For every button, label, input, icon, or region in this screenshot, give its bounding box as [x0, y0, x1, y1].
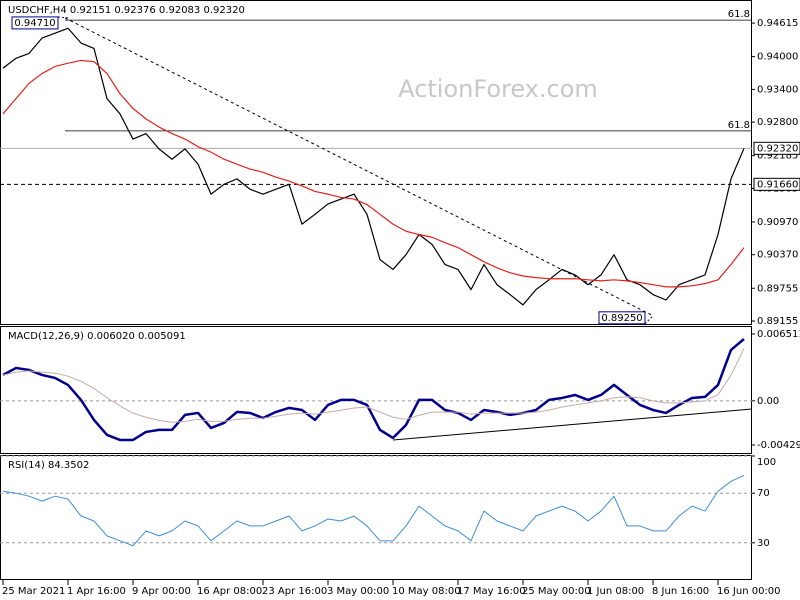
x-tick-label: 1 Jun 08:00 — [587, 586, 644, 597]
y-tick-label: 0.90970 — [757, 217, 798, 228]
extreme-pointer — [644, 315, 654, 325]
price-panel — [0, 0, 752, 325]
watermark: ActionForex.com — [398, 75, 598, 103]
extreme-box — [11, 16, 59, 30]
y-tick-label: 0.89755 — [757, 283, 798, 294]
macd-panel — [0, 326, 752, 454]
x-tick-label: 17 May 16:00 — [457, 586, 526, 597]
extreme-label: 0.94710 — [14, 18, 55, 29]
y-tick-label: 70 — [757, 488, 770, 499]
series-line — [2, 59, 745, 288]
trendline — [64, 17, 654, 317]
extreme-box — [598, 311, 646, 325]
x-tick-label: 1 Apr 16:00 — [67, 586, 126, 597]
x-tick-label: 3 May 00:00 — [327, 586, 389, 597]
rsi-panel — [0, 455, 752, 580]
extreme-label: 0.89250 — [601, 313, 642, 324]
x-tick-label: 16 Jun 00:00 — [717, 586, 781, 597]
panel-title: USDCHF,H4 0.92151 0.92376 0.92083 0.9232… — [8, 5, 245, 16]
series-line — [2, 474, 745, 547]
price-box-label: 0.91660 — [757, 179, 798, 190]
y-tick-label: 0.92185 — [757, 151, 798, 162]
y-tick-label: 100 — [757, 457, 776, 468]
price-box-label: 0.92320 — [757, 143, 798, 154]
y-tick-label: 30 — [757, 538, 770, 549]
fib-label: 61.8 — [728, 120, 750, 131]
x-tick-label: 10 May 08:00 — [392, 586, 461, 597]
series-line — [2, 338, 745, 442]
price-box — [753, 177, 800, 191]
panel-title: RSI(14) 84.3502 — [8, 460, 89, 471]
y-tick-label: 0.89155 — [757, 316, 798, 327]
y-tick-label: 0.94000 — [757, 52, 798, 63]
macd-trendline — [392, 408, 753, 441]
x-tick-label: 23 Apr 16:00 — [262, 586, 327, 597]
x-tick-label: 8 Jun 16:00 — [652, 586, 709, 597]
y-tick-label: 0.00 — [757, 396, 779, 407]
x-tick-label: 25 Mar 2021 — [2, 586, 65, 597]
x-tick-label: 9 Apr 00:00 — [132, 586, 191, 597]
price-box — [753, 141, 800, 155]
x-tick-label: 25 May 00:00 — [522, 586, 591, 597]
extreme-pointer — [57, 16, 69, 19]
y-tick-label: 0.006511 — [757, 329, 800, 340]
y-tick-label: 0.92800 — [757, 117, 798, 128]
panel-title: MACD(12,26,9) 0.006020 0.005091 — [8, 331, 186, 342]
x-tick-label: 16 Apr 08:00 — [197, 586, 262, 597]
series-line — [2, 348, 745, 423]
y-tick-label: 0.94615 — [757, 18, 798, 29]
y-tick-label: 0.93400 — [757, 84, 798, 95]
fib-label: 61.8 — [728, 9, 750, 20]
y-tick-label: 0.90370 — [757, 250, 798, 261]
series-line — [2, 27, 745, 306]
y-tick-label: -0.004298 — [757, 440, 800, 451]
